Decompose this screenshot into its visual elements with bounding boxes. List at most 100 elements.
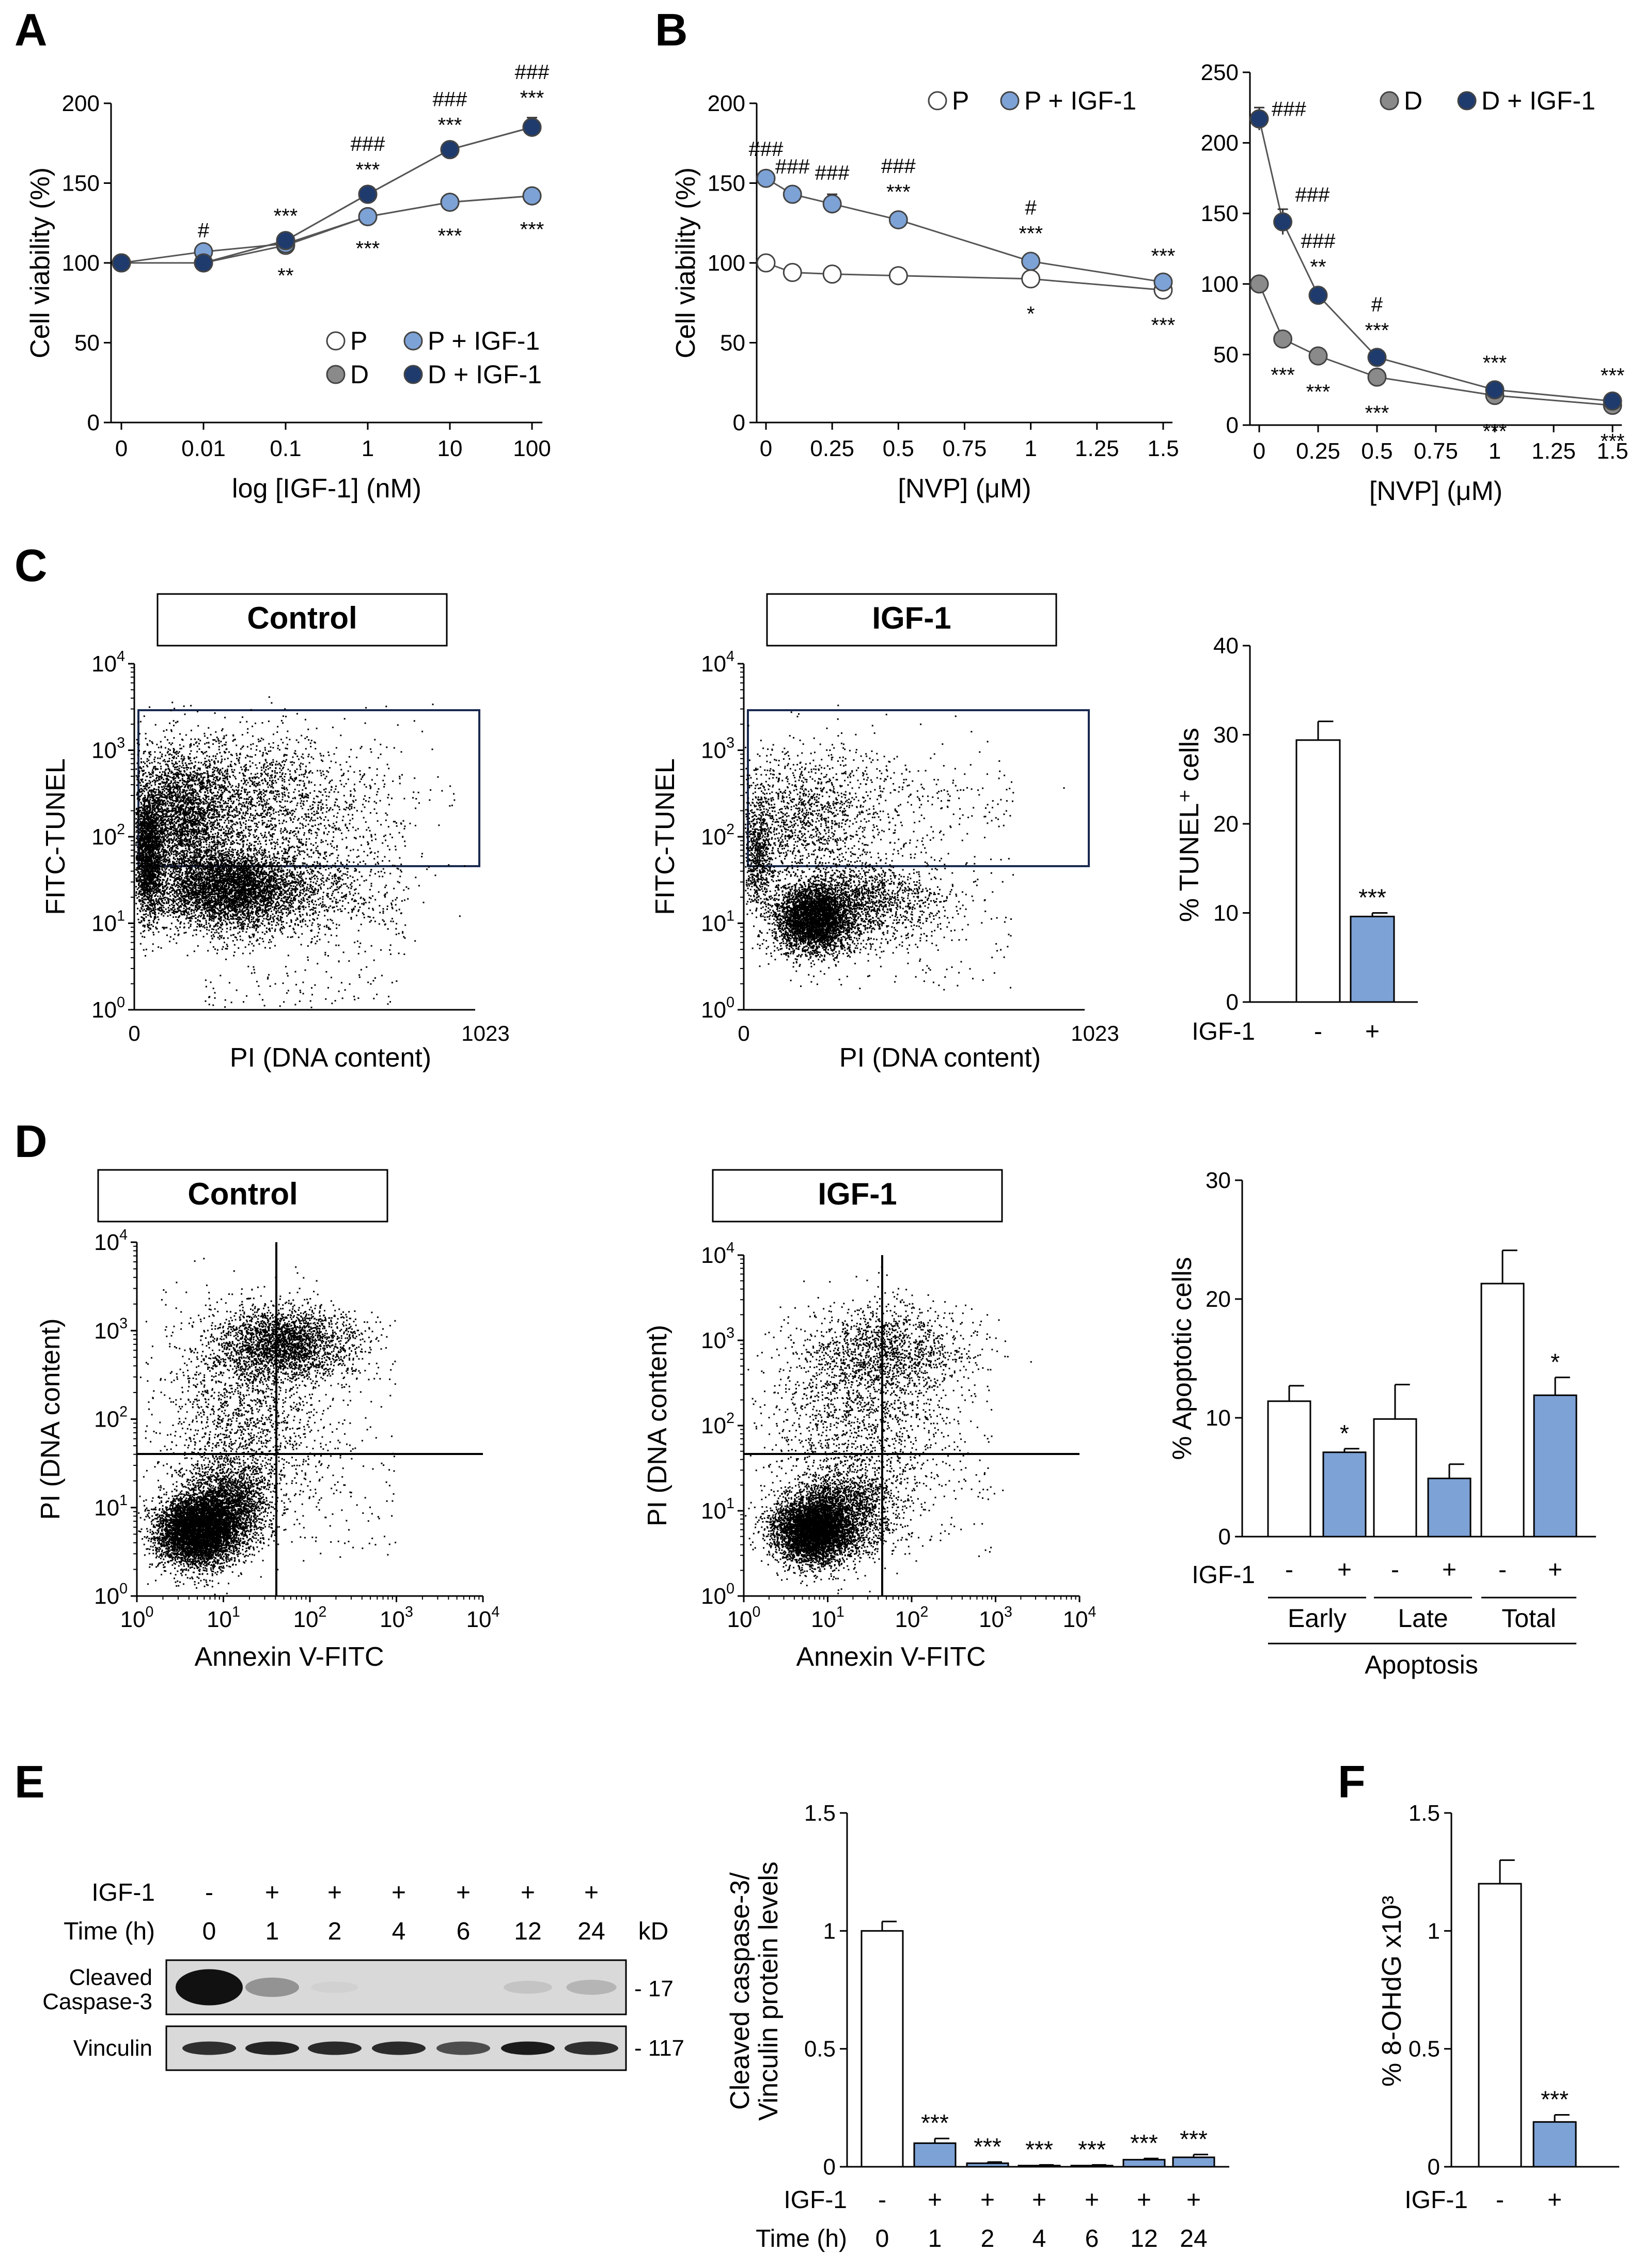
y-tick-label: 20	[1206, 1287, 1231, 1312]
bar	[966, 2162, 1009, 2168]
x-tick-label: 0	[760, 436, 772, 461]
x-tick-label: 104	[466, 1604, 500, 1632]
x-tick-label: 0.75	[943, 436, 987, 461]
legend-p-swatch	[326, 331, 346, 351]
blot-band	[436, 2041, 490, 2055]
row-label-igf1: IGF-1	[1192, 1018, 1255, 1045]
panel-d-apoptosis-bar-chart: 0 10 20 30 * * % Apoptotic cells IGF-1 - + - + - + Ear…	[1167, 1168, 1596, 1679]
data-point	[1603, 392, 1622, 411]
kd-marker: - 117	[634, 2036, 684, 2061]
blot-band	[566, 1980, 617, 1995]
igf1-sign: +	[521, 1879, 535, 1906]
data-point	[1308, 346, 1328, 366]
bar	[1350, 915, 1395, 1003]
series-line	[121, 126, 533, 264]
legend-d-label: D	[1404, 86, 1422, 115]
time-value: 24	[577, 1918, 605, 1945]
igf1-sign: +	[1137, 2186, 1151, 2214]
x-tick-label: 0.01	[181, 436, 226, 461]
significance-marker: ***	[1358, 884, 1386, 911]
bar	[1267, 1400, 1311, 1538]
legend-p-label: P	[952, 86, 969, 115]
data-point	[440, 193, 460, 212]
x-tick-label: 102	[293, 1604, 327, 1632]
data-point	[1308, 286, 1328, 305]
group-label: Total	[1501, 1604, 1556, 1633]
x-tick-label: 1	[362, 436, 374, 461]
data-point	[358, 184, 378, 204]
data-point	[822, 194, 842, 214]
legend-d-label: D	[350, 360, 369, 389]
bar	[1533, 1394, 1577, 1538]
igf1-sign: -	[1498, 1556, 1507, 1584]
plot-title-box	[97, 1169, 388, 1223]
igf1-sign: -	[1285, 1556, 1293, 1584]
x-tick-label: 1.25	[1531, 439, 1576, 464]
significance-marker: ***	[438, 114, 462, 136]
data-point	[1485, 380, 1505, 400]
y-tick-label: 50	[720, 331, 745, 356]
significance-marker: ###	[1301, 230, 1336, 253]
y-tick-label: 0	[87, 410, 100, 435]
y-tick-label: 1	[823, 1918, 836, 1944]
significance-marker: **	[277, 264, 293, 287]
data-point	[1273, 212, 1293, 232]
data-point	[112, 253, 131, 273]
x-tick-label: 100	[513, 436, 551, 461]
x-axis-label: PI (DNA content)	[839, 1043, 1041, 1073]
panel-letter-c: C	[14, 540, 48, 591]
legend-p-igf1-label: P + IGF-1	[428, 326, 540, 355]
time-value: 2	[981, 2225, 995, 2253]
igf1-sign: -	[878, 2186, 886, 2214]
significance-marker: ***	[1541, 2086, 1569, 2113]
plot-title-box	[157, 593, 448, 647]
data-point	[194, 253, 213, 273]
data-point	[1021, 269, 1041, 289]
blot-row-label: Caspase-3	[42, 1989, 152, 2014]
significance-marker: ###	[1295, 184, 1330, 207]
time-value: 4	[392, 1918, 406, 1945]
legend-d-igf1-swatch	[403, 365, 423, 384]
x-axis-label: [NVP] (μM)	[1369, 476, 1503, 506]
x-tick-label: 1.5	[1147, 436, 1179, 461]
legend-p-swatch	[928, 91, 947, 111]
y-axis-label: FITC-TUNEL	[41, 758, 71, 915]
time-value: 2	[328, 1918, 342, 1945]
igf1-sign: +	[1548, 1556, 1562, 1584]
group-label: Late	[1398, 1604, 1448, 1633]
igf1-sign: +	[980, 2186, 995, 2214]
x-tick-label: 102	[895, 1604, 929, 1632]
blot-row-label: Cleaved	[69, 1965, 152, 1990]
data-point	[1153, 272, 1173, 292]
time-value: 12	[1130, 2225, 1157, 2253]
y-tick-label: 50	[1213, 342, 1239, 367]
panel-e-caspase-bar-chart: 0 0.5 1 1.5 *** *** *** *** *** *** Cleaved caspas…	[725, 1801, 1229, 2253]
plot-title: IGF-1	[818, 1177, 897, 1211]
y-tick-label: 0	[1226, 990, 1239, 1015]
y-axis-label-line1: Cleaved caspase-3/	[725, 1872, 755, 2110]
y-axis-label: % TUNEL⁺ cells	[1175, 728, 1204, 922]
significance-marker: ###	[351, 133, 385, 155]
y-tick-label: 100	[701, 994, 734, 1023]
significance-marker: ***	[1151, 314, 1176, 337]
igf1-sign: +	[1032, 2186, 1046, 2214]
data-point	[1249, 109, 1269, 129]
significance-marker: ***	[520, 87, 544, 110]
x-tick-label: 1023	[1071, 1021, 1119, 1045]
data-point	[276, 231, 295, 251]
series-line	[1258, 118, 1613, 402]
significance-marker: ***	[1601, 364, 1625, 387]
igf1-sign: +	[327, 1879, 342, 1906]
x-tick-label: 0.25	[1296, 439, 1340, 464]
igf1-sign: +	[1442, 1556, 1457, 1584]
y-tick-label: 101	[701, 1495, 734, 1524]
bar	[860, 1930, 904, 2168]
y-axis-label: PI (DNA content)	[643, 1325, 672, 1526]
x-tick-label: 1.25	[1075, 436, 1119, 461]
significance-marker: ***	[274, 205, 298, 228]
kd-header: kD	[638, 1918, 669, 1945]
bar	[1373, 1418, 1417, 1538]
y-axis-label: % Apoptotic cells	[1167, 1257, 1197, 1460]
y-tick-label: 1	[1428, 1918, 1440, 1944]
bar	[1480, 1282, 1525, 1538]
